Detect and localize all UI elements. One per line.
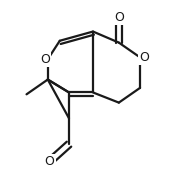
Text: O: O xyxy=(114,11,124,24)
Text: O: O xyxy=(45,155,54,168)
Text: O: O xyxy=(40,53,50,66)
Text: O: O xyxy=(139,51,149,64)
